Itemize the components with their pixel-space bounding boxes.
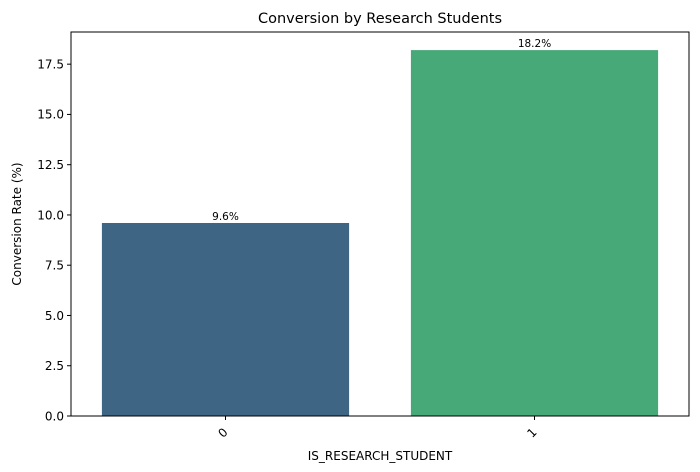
plot-frame [70, 31, 690, 417]
y-tick-label: 12.5 [37, 158, 64, 172]
y-tick-label: 7.5 [45, 259, 64, 273]
y-tick-label: 5.0 [45, 309, 64, 323]
y-tick-label: 10.0 [37, 208, 64, 222]
bar-1 [410, 50, 659, 417]
y-tick-label: 15.0 [37, 108, 64, 122]
y-tick-label: 17.5 [37, 57, 64, 71]
bars-layer [101, 50, 659, 417]
y-tick-label: 2.5 [45, 359, 64, 373]
y-tick-label: 0.0 [45, 409, 64, 423]
y-axis-title: Conversion Rate (%) [10, 162, 24, 285]
bar-labels-layer: 9.6% 18.2% [212, 38, 551, 223]
chart-title: Conversion by Research Students [258, 11, 502, 27]
bar-value-label-1: 18.2% [518, 38, 551, 50]
bar-value-label-0: 9.6% [212, 211, 239, 223]
y-axis: 0.0 2.5 5.0 7.5 10.0 12.5 15.0 17.5 [37, 57, 71, 423]
x-axis-title: IS_RESEARCH_STUDENT [308, 449, 453, 463]
bar-0 [101, 222, 350, 416]
